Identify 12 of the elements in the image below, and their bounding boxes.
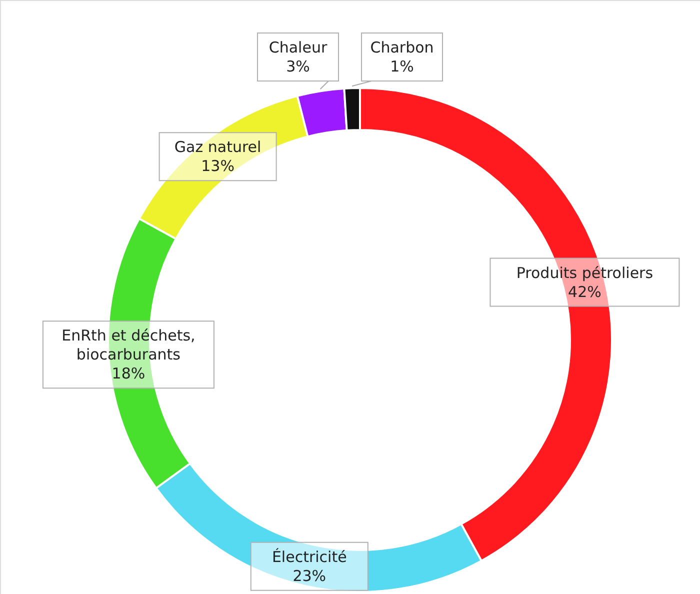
data-label: 23%	[292, 566, 326, 585]
slice-label: Produits pétroliers	[516, 264, 654, 282]
data-label: 42%	[568, 282, 602, 301]
slice-label: Électricité	[272, 548, 347, 566]
data-label: 18%	[112, 364, 146, 383]
slice-label: Charbon	[370, 38, 434, 56]
slice-label: EnRth et déchets, biocarburants	[62, 326, 196, 364]
slice-label: Chaleur	[268, 38, 328, 56]
data-label: 13%	[201, 157, 234, 176]
data-label: 3%	[286, 58, 310, 76]
slice-label: Gaz naturel	[174, 138, 262, 156]
data-label: 1%	[390, 58, 414, 76]
